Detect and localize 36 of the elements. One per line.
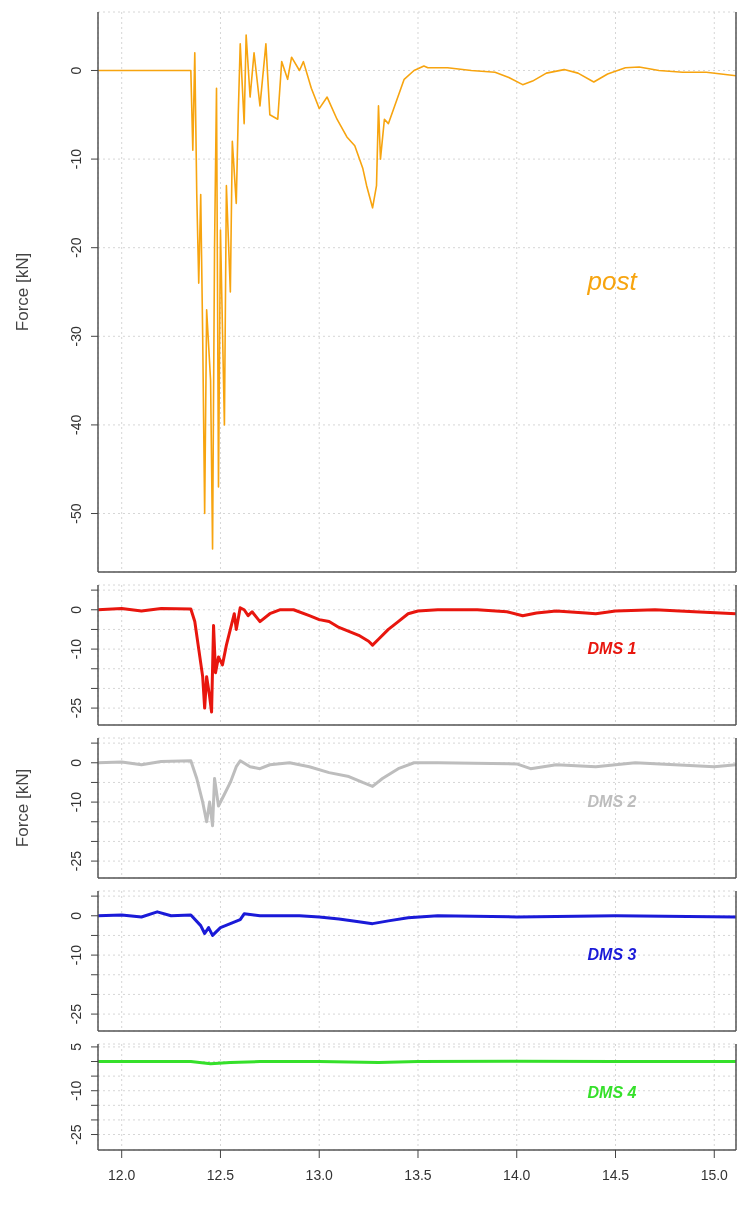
y-tick-label: -30 (68, 325, 84, 347)
y-tick-label: 0 (68, 605, 84, 614)
x-tick-label: 12.5 (206, 1167, 235, 1183)
line-series (98, 34, 736, 550)
y-tick-label: -10 (68, 638, 84, 660)
y-tick-label: -40 (68, 414, 84, 436)
x-tick-label: 13.0 (305, 1167, 334, 1183)
series-label: DMS 1 (587, 640, 637, 659)
y-tick-label: 0 (68, 66, 84, 75)
line-series (98, 759, 736, 828)
y-axis-title: Force [kN] (13, 252, 33, 332)
x-tick-label: 14.0 (503, 1167, 531, 1183)
y-tick-label: -10 (68, 944, 84, 966)
y-tick-label: -20 (68, 237, 84, 258)
series-label: DMS 4 (587, 1083, 637, 1102)
series-label: DMS 2 (587, 793, 637, 812)
line-series (98, 606, 736, 714)
series-label: DMS 3 (587, 946, 637, 965)
y-tick-label: 5 (68, 1042, 84, 1051)
y-tick-label: 0 (68, 911, 84, 920)
x-tick-label: 12.0 (108, 1167, 136, 1183)
y-tick-label: 0 (68, 758, 84, 767)
x-tick-label: 13.5 (404, 1167, 432, 1183)
y-tick-label: -50 (68, 503, 84, 524)
text: post (587, 265, 637, 297)
y-tick-label: -25 (68, 697, 84, 719)
y-tick-label: -10 (68, 791, 84, 813)
y-tick-label: -10 (68, 148, 84, 170)
line-series (98, 910, 736, 937)
y-tick-label: -25 (68, 1003, 84, 1025)
y-axis-title: Force [kN] (13, 768, 33, 848)
y-tick-label: -10 (68, 1080, 84, 1101)
y-tick-label: -25 (68, 850, 84, 872)
y-tick-label: -25 (68, 1124, 84, 1145)
x-tick-label: 14.5 (601, 1167, 630, 1183)
x-tick-label: 15.0 (700, 1167, 729, 1183)
